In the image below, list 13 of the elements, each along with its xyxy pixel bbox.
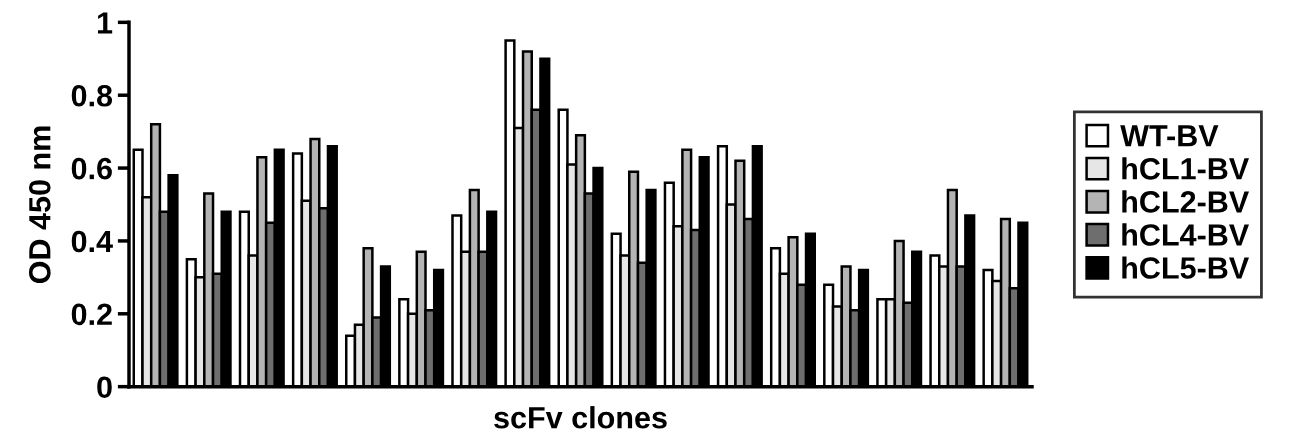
y-tick-label: 0.8	[71, 84, 113, 107]
legend-label: hCL1-BV	[1122, 157, 1249, 180]
legend-label: hCL5-BV	[1122, 256, 1249, 279]
y-tick-label: 0.6	[71, 157, 112, 180]
y-axis-title: OD 450 nm	[28, 126, 51, 284]
legend-label: WT-BV	[1120, 125, 1219, 147]
legend-label: hCL4-BV	[1122, 223, 1249, 246]
y-tick-label: 0.2	[71, 303, 112, 326]
x-axis-title: scFv clones	[494, 406, 667, 429]
y-tick-label: 1	[97, 12, 113, 34]
y-tick-label: 0.4	[71, 230, 113, 253]
legend-label: hCL2-BV	[1122, 190, 1249, 213]
y-tick-label: 0	[97, 376, 112, 399]
